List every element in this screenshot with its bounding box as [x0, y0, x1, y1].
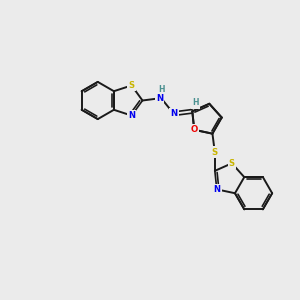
Text: H: H: [192, 98, 199, 107]
Text: N: N: [128, 111, 135, 120]
Text: S: S: [129, 81, 135, 90]
Text: S: S: [229, 159, 235, 168]
Text: N: N: [170, 109, 177, 118]
Text: H: H: [158, 85, 164, 94]
Text: O: O: [190, 125, 198, 134]
Text: N: N: [213, 185, 220, 194]
Text: N: N: [156, 94, 163, 103]
Text: S: S: [212, 148, 218, 157]
